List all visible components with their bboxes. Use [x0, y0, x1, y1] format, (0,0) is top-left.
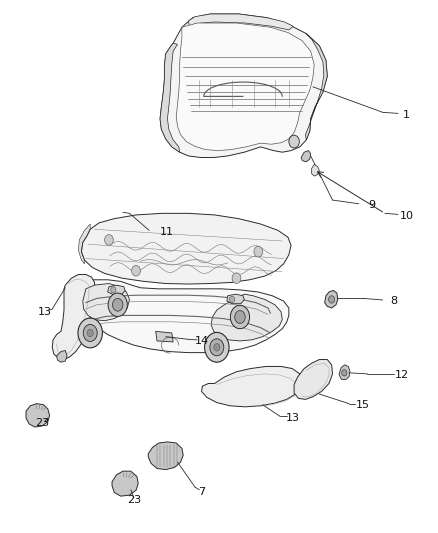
Text: 14: 14: [194, 336, 208, 346]
Polygon shape: [305, 34, 327, 140]
Polygon shape: [325, 290, 338, 308]
Polygon shape: [294, 360, 332, 399]
Polygon shape: [112, 471, 138, 496]
Circle shape: [111, 287, 116, 293]
Text: 13: 13: [37, 306, 51, 317]
Polygon shape: [108, 285, 125, 295]
Text: 13: 13: [286, 413, 300, 423]
Polygon shape: [71, 280, 289, 353]
Circle shape: [78, 318, 102, 348]
Circle shape: [235, 311, 245, 324]
Circle shape: [105, 235, 113, 245]
Circle shape: [108, 293, 127, 317]
Circle shape: [342, 369, 347, 376]
Circle shape: [254, 246, 263, 257]
Polygon shape: [227, 294, 244, 304]
Polygon shape: [339, 365, 350, 379]
Circle shape: [205, 333, 229, 362]
Text: 15: 15: [356, 400, 370, 410]
Polygon shape: [57, 351, 67, 362]
Text: 11: 11: [159, 227, 173, 237]
Polygon shape: [148, 442, 183, 470]
Text: 10: 10: [400, 211, 414, 221]
Circle shape: [230, 296, 235, 303]
Text: 23: 23: [127, 495, 141, 505]
Circle shape: [289, 135, 299, 148]
Circle shape: [113, 298, 123, 311]
Polygon shape: [160, 14, 327, 158]
Circle shape: [214, 344, 220, 351]
Circle shape: [132, 265, 141, 276]
Polygon shape: [311, 165, 319, 176]
Polygon shape: [201, 367, 303, 407]
Polygon shape: [176, 23, 314, 151]
Polygon shape: [211, 294, 283, 341]
Polygon shape: [160, 43, 180, 152]
Polygon shape: [26, 403, 49, 427]
Polygon shape: [78, 224, 90, 264]
Polygon shape: [81, 213, 291, 284]
Polygon shape: [188, 14, 293, 30]
Text: 8: 8: [390, 296, 397, 306]
Polygon shape: [301, 151, 311, 162]
Circle shape: [210, 339, 224, 356]
Polygon shape: [83, 284, 130, 321]
Polygon shape: [155, 332, 173, 342]
Circle shape: [87, 329, 93, 337]
Text: 12: 12: [396, 370, 410, 381]
Circle shape: [83, 325, 97, 342]
Text: 23: 23: [35, 418, 49, 429]
Circle shape: [230, 305, 250, 329]
Polygon shape: [52, 274, 95, 360]
Text: 9: 9: [368, 200, 375, 211]
Circle shape: [328, 296, 335, 303]
Text: 1: 1: [403, 110, 410, 120]
Text: 7: 7: [198, 488, 205, 497]
Circle shape: [232, 273, 241, 284]
